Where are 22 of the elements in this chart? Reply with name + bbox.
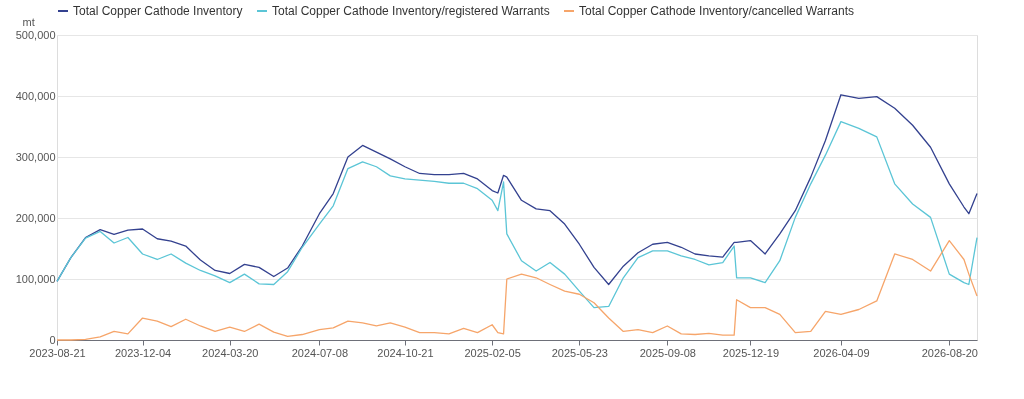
x-tick-label: 2025-12-19 (722, 346, 780, 359)
x-tick-label: 2025-09-08 (639, 346, 696, 359)
y-tick-label: 500,000 (15, 28, 56, 41)
legend-label: Total Copper Cathode Inventory/registered Warrants (272, 4, 550, 18)
y-tick-label: 400,000 (15, 89, 56, 102)
x-tick-label: 2024-07-08 (291, 346, 349, 359)
x-tick-label: 2024-03-20 (202, 346, 259, 359)
legend-label: Total Copper Cathode Inventory/cancelled Warrants (579, 4, 855, 18)
legend-label: Total Copper Cathode Inventory (73, 4, 243, 18)
x-tick-label: 2023-12-04 (114, 346, 172, 359)
x-tick-label: 2026-08-20 (921, 346, 978, 359)
y-tick-label: 300,000 (15, 150, 56, 163)
x-tick-label: 2023-08-21 (29, 346, 86, 359)
y-tick-label: 100,000 (15, 272, 56, 285)
x-tick-label: 2026-04-09 (813, 346, 870, 359)
y-axis-title: mt (22, 15, 35, 28)
y-tick-label: 0 (49, 333, 56, 346)
y-tick-label: 200,000 (15, 211, 56, 224)
x-tick-label: 2024-10-21 (377, 346, 434, 359)
line-series (56, 120, 978, 309)
x-tick-label: 2025-05-23 (551, 346, 608, 359)
x-tick-label: 2025-02-05 (464, 346, 521, 359)
